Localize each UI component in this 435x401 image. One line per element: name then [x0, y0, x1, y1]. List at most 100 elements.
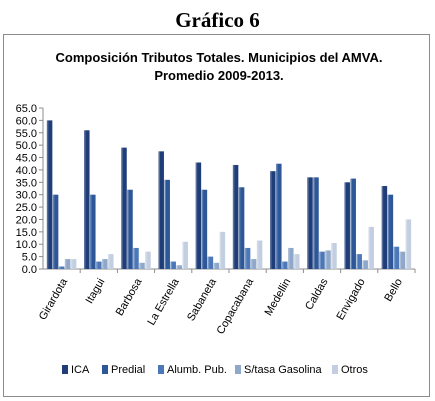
legend-label: Otros	[341, 364, 368, 376]
bar-s-tasa-gasolina-bello	[399, 251, 406, 269]
bar-s-tasa-gasolina-la-estrella	[176, 265, 182, 269]
bar-predial-caldas	[313, 177, 319, 269]
bar-predial-envigado	[350, 178, 356, 269]
title-background	[10, 40, 425, 105]
bar-alumb-pub--bello	[393, 246, 400, 269]
bar-alumb-pub--medellin	[282, 261, 288, 269]
bar-highlight	[182, 241, 184, 269]
bar-highlight	[58, 266, 61, 269]
x-category-label: Itagui	[84, 277, 108, 306]
y-tick-label: 55.0	[16, 128, 37, 140]
bar-highlight	[46, 120, 49, 269]
bar-highlight	[145, 251, 147, 269]
bar-alumb-pub--girardota	[58, 266, 65, 269]
bar-predial-girardota	[52, 194, 59, 269]
bar-otros-copacabana	[256, 240, 263, 269]
bar-alumb-pub--caldas	[319, 251, 325, 269]
x-category-label: La Estrella	[145, 276, 182, 328]
bar-otros-bello	[405, 219, 412, 269]
bar-highlight	[121, 147, 123, 269]
plot-area: 0.05.010.015.020.025.030.035.040.045.050…	[16, 103, 416, 337]
bar-highlight	[350, 178, 352, 269]
bar-ica-itagui	[84, 130, 90, 269]
bar-ica-caldas	[307, 177, 313, 269]
bar-highlight	[356, 254, 358, 269]
bar-highlight	[232, 164, 235, 269]
bar-otros-itagui	[108, 254, 114, 269]
bar-alumb-pub--copacabana	[244, 247, 251, 269]
bar-highlight	[238, 187, 241, 269]
bar-ica-envigado	[344, 182, 350, 269]
bar-highlight	[405, 219, 408, 269]
y-tick-label: 20.0	[16, 214, 37, 226]
bar-highlight	[158, 151, 160, 269]
legend-swatch	[102, 365, 108, 374]
legend-swatch	[235, 365, 241, 374]
legend-label: ICA	[71, 364, 90, 376]
bar-s-tasa-gasolina-caldas	[325, 250, 331, 269]
bar-highlight	[250, 259, 253, 269]
bar-otros-caldas	[331, 242, 337, 269]
bar-s-tasa-gasolina-copacabana	[250, 259, 257, 269]
bar-highlight	[133, 247, 135, 269]
bar-otros-barbosa	[145, 251, 151, 269]
bar-highlight	[276, 163, 278, 269]
bar-highlight	[399, 251, 402, 269]
bar-highlight	[288, 247, 290, 269]
y-tick-label: 30.0	[16, 190, 37, 202]
legend-label: Alumb. Pub.	[167, 364, 227, 376]
bar-predial-copacabana	[238, 187, 245, 269]
legend-label: S/tasa Gasolina	[244, 364, 323, 376]
y-tick-label: 5.0	[22, 252, 37, 264]
bar-predial-la-estrella	[164, 179, 170, 269]
x-category-label: Caldas	[303, 276, 331, 312]
x-category-label: Girardota	[37, 276, 71, 322]
bar-ica-bello	[381, 186, 388, 269]
bar-ica-barbosa	[121, 147, 127, 269]
y-tick-label: 35.0	[16, 177, 37, 189]
y-tick-label: 60.0	[16, 115, 37, 127]
bar-s-tasa-gasolina-girardota	[64, 259, 71, 269]
bar-highlight	[325, 250, 327, 269]
legend-swatch	[158, 365, 164, 374]
bar-otros-sabaneta	[219, 231, 226, 269]
legend-swatch	[62, 365, 68, 374]
y-tick-label: 40.0	[16, 165, 37, 177]
x-category-label: Bello	[382, 277, 405, 304]
bar-highlight	[393, 246, 396, 269]
bar-s-tasa-gasolina-itagui	[102, 259, 108, 269]
bar-ica-girardota	[46, 120, 53, 269]
bar-highlight	[331, 242, 333, 269]
bar-highlight	[270, 171, 272, 269]
x-category-label: Barbosa	[114, 276, 145, 318]
y-tick-label: 10.0	[16, 239, 37, 251]
bar-highlight	[164, 179, 166, 269]
y-tick-label: 25.0	[16, 202, 37, 214]
bar-highlight	[127, 189, 129, 269]
bar-otros-medellin	[294, 254, 300, 269]
bar-highlight	[139, 262, 141, 269]
bar-s-tasa-gasolina-envigado	[362, 260, 368, 269]
bar-otros-la-estrella	[182, 241, 188, 269]
bar-alumb-pub--la-estrella	[170, 261, 176, 269]
bar-ica-la-estrella	[158, 151, 164, 269]
bar-highlight	[244, 247, 247, 269]
bar-highlight	[176, 265, 178, 269]
y-tick-label: 15.0	[16, 227, 37, 239]
bar-highlight	[307, 177, 309, 269]
bar-alumb-pub--barbosa	[133, 247, 139, 269]
x-category-label: Sabaneta	[185, 276, 219, 324]
x-category-label: Medellin	[263, 277, 294, 318]
legend-swatch	[332, 365, 338, 374]
bar-otros-envigado	[368, 226, 374, 269]
bar-highlight	[219, 231, 222, 269]
bar-highlight	[102, 259, 104, 269]
bar-predial-medellin	[276, 163, 282, 269]
bar-highlight	[90, 194, 92, 269]
chart-title-line-1: Composición Tributos Totales. Municipios…	[56, 50, 383, 65]
y-tick-label: 45.0	[16, 153, 37, 165]
bar-predial-bello	[387, 194, 394, 269]
bar-predial-barbosa	[127, 189, 133, 269]
bar-highlight	[70, 259, 73, 269]
